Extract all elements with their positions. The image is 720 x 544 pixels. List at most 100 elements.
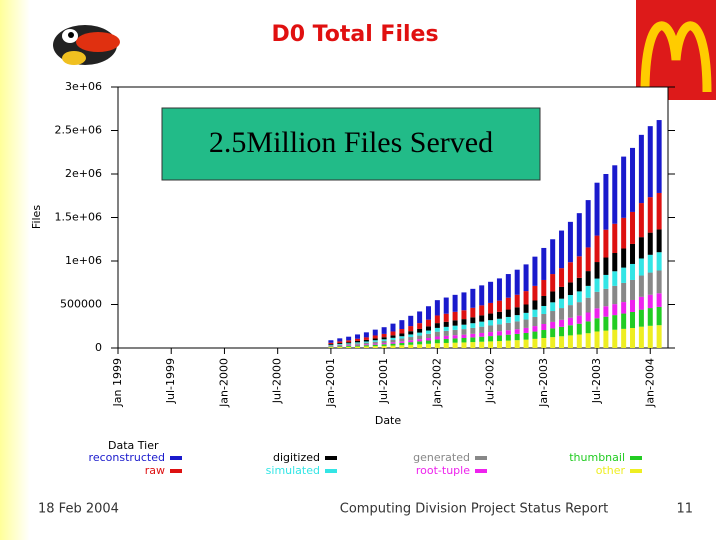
bar-segment bbox=[603, 306, 608, 316]
bar-segment bbox=[426, 341, 431, 344]
bar-segment bbox=[355, 341, 360, 342]
bar-segment bbox=[559, 308, 564, 320]
x-tick-label: Jul-1999 bbox=[164, 358, 177, 404]
bar-segment bbox=[391, 342, 396, 343]
bar-segment bbox=[479, 305, 484, 315]
bar-segment bbox=[355, 334, 360, 338]
bar-segment bbox=[630, 328, 635, 348]
x-tick-label: Jul-2000 bbox=[271, 358, 284, 404]
x-tick-label: Jan-2000 bbox=[217, 358, 230, 408]
bar-segment bbox=[461, 319, 466, 325]
bar-segment bbox=[603, 331, 608, 348]
bar-segment bbox=[630, 300, 635, 312]
bar-segment bbox=[453, 295, 458, 312]
bar-segment bbox=[461, 338, 466, 342]
bar-segment bbox=[408, 345, 413, 348]
bar-segment bbox=[577, 291, 582, 302]
bar-segment bbox=[648, 273, 653, 295]
bar-segment bbox=[541, 248, 546, 280]
bar-segment bbox=[417, 323, 422, 329]
legend-label: generated bbox=[413, 451, 470, 464]
annotation: 2.5Million Files Served bbox=[209, 126, 493, 159]
bar-segment bbox=[391, 346, 396, 348]
bar-segment bbox=[417, 344, 422, 348]
bar-segment bbox=[577, 316, 582, 324]
bar-segment bbox=[399, 343, 404, 345]
bar-segment bbox=[488, 325, 493, 332]
bar-segment bbox=[435, 337, 440, 340]
bar-segment bbox=[639, 258, 644, 275]
bar-segment bbox=[541, 314, 546, 324]
bar-segment bbox=[382, 346, 387, 348]
x-tick-label: Jan-2004 bbox=[643, 358, 656, 408]
bar-segment bbox=[621, 329, 626, 348]
legend-swatch bbox=[475, 456, 487, 460]
bar-segment bbox=[391, 331, 396, 335]
bar-segment bbox=[612, 253, 617, 271]
bar-segment bbox=[595, 183, 600, 236]
bar-segment bbox=[586, 286, 591, 298]
bar-segment bbox=[444, 298, 449, 314]
bar-segment bbox=[337, 344, 342, 345]
bar-segment bbox=[612, 304, 617, 315]
bar-segment bbox=[444, 339, 449, 343]
bar-segment bbox=[568, 305, 573, 318]
bar-segment bbox=[479, 337, 484, 342]
bar-segment bbox=[541, 280, 546, 296]
bar-segment bbox=[603, 317, 608, 331]
bar-segment bbox=[408, 326, 413, 331]
bar-segment bbox=[328, 347, 333, 348]
mcdonalds-logo bbox=[636, 0, 716, 100]
bar-segment bbox=[461, 292, 466, 310]
bar-segment bbox=[586, 271, 591, 286]
bar-segment bbox=[630, 244, 635, 264]
bar-segment bbox=[364, 340, 369, 342]
legend-label: raw bbox=[145, 464, 165, 477]
bar-segment bbox=[515, 334, 520, 340]
bar-segment bbox=[532, 310, 537, 317]
bar-segment bbox=[479, 327, 484, 333]
bar-segment bbox=[639, 203, 644, 237]
bar-segment bbox=[603, 174, 608, 230]
y-tick-label: 1e+06 bbox=[65, 254, 102, 267]
bar-segment bbox=[515, 315, 520, 321]
bar-segment bbox=[399, 336, 404, 338]
bar-segment bbox=[577, 302, 582, 315]
bar-segment bbox=[657, 270, 662, 293]
bar-segment bbox=[586, 247, 591, 271]
bar-segment bbox=[524, 320, 529, 328]
bar-segment bbox=[435, 332, 440, 337]
bar-segment bbox=[337, 347, 342, 348]
bar-segment bbox=[364, 341, 369, 342]
bar-segment bbox=[373, 338, 378, 340]
y-axis-label: Files bbox=[30, 205, 43, 229]
bar-segment bbox=[337, 346, 342, 347]
bar-segment bbox=[417, 311, 422, 323]
bar-segment bbox=[488, 320, 493, 325]
bar-segment bbox=[586, 313, 591, 322]
bar-segment bbox=[426, 331, 431, 334]
bar-segment bbox=[408, 334, 413, 337]
bar-segment bbox=[648, 126, 653, 197]
bar-segment bbox=[488, 336, 493, 341]
bar-segment bbox=[373, 344, 378, 345]
x-tick-label: Jul-2003 bbox=[590, 358, 603, 404]
x-tick-label: Jan-2003 bbox=[537, 358, 550, 408]
bar-segment bbox=[355, 347, 360, 348]
bar-segment bbox=[657, 229, 662, 252]
bar-segment bbox=[373, 342, 378, 344]
bar-segment bbox=[391, 340, 396, 342]
bar-segment bbox=[444, 336, 449, 339]
bar-segment bbox=[621, 283, 626, 302]
bar-segment bbox=[479, 333, 484, 337]
bar-segment bbox=[355, 339, 360, 341]
bar-segment bbox=[595, 236, 600, 262]
bar-segment bbox=[559, 327, 564, 336]
bar-segment bbox=[550, 328, 555, 337]
bar-segment bbox=[595, 318, 600, 331]
legend-swatch bbox=[630, 456, 642, 460]
bar-segment bbox=[470, 328, 475, 334]
bar-segment bbox=[399, 339, 404, 342]
bar-segment bbox=[391, 324, 396, 332]
